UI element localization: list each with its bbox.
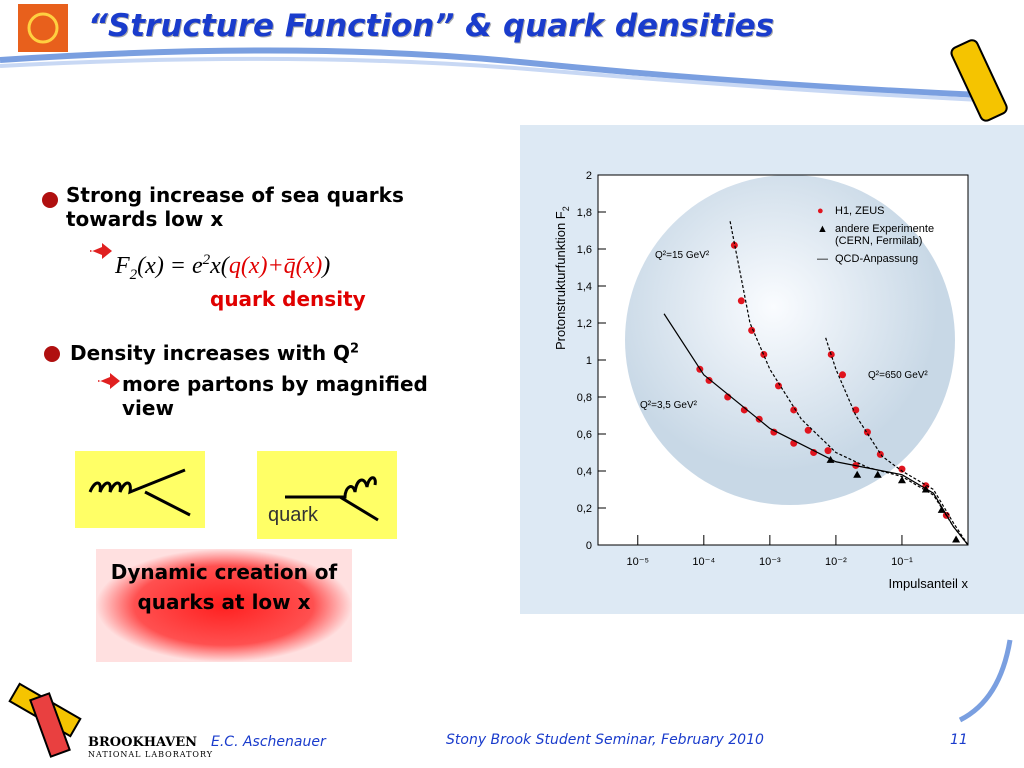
diagram-box xyxy=(257,451,397,539)
y-tick-label: 0,6 xyxy=(577,429,592,441)
f: ) xyxy=(322,253,331,279)
logo-name: BROOKHAVEN xyxy=(88,735,198,750)
callout: Dynamic creation of quarks at low x xyxy=(110,560,338,614)
point xyxy=(770,428,778,436)
logo-mark xyxy=(27,12,59,44)
f: F xyxy=(115,253,130,279)
swoosh xyxy=(0,47,981,98)
annotation: Q²=15 GeV² xyxy=(655,250,710,261)
x-tick-label: 10⁻³ xyxy=(759,556,781,568)
curve xyxy=(825,337,969,546)
b: Density increases with Q xyxy=(70,341,351,365)
y-tick-label: 0,4 xyxy=(577,466,592,478)
x-tick-label: 10⁻² xyxy=(825,556,847,568)
point xyxy=(839,371,847,379)
point xyxy=(824,447,832,455)
bullet xyxy=(42,192,58,208)
legend-symbol: — xyxy=(817,253,828,265)
bullet-text: Density increases with Q2 xyxy=(70,341,359,365)
point xyxy=(774,382,782,390)
y-tick-label: 1,4 xyxy=(577,281,592,293)
f: x( xyxy=(210,253,229,279)
pencil xyxy=(950,39,1008,122)
point xyxy=(705,376,713,384)
y-tick-label: 1,8 xyxy=(577,207,592,219)
point xyxy=(952,535,961,543)
y-tick-label: 1 xyxy=(586,355,592,367)
point xyxy=(748,326,756,334)
legend-symbol: ▲ xyxy=(817,223,828,235)
arrow xyxy=(90,243,112,259)
arrow xyxy=(98,373,120,389)
author: E.C. Aschenauer xyxy=(211,734,326,750)
sphere xyxy=(625,175,955,505)
y-tick-label: 0,8 xyxy=(577,392,592,404)
f: (x) = e xyxy=(137,253,203,279)
bullet xyxy=(44,346,60,362)
y-tick-label: 1,2 xyxy=(577,318,592,330)
y-tick-label: 1,6 xyxy=(577,244,592,256)
point xyxy=(804,426,812,434)
point xyxy=(898,465,906,473)
sub-bullet: more partons by magnified view xyxy=(122,372,428,420)
legend-entry: ▲ andere Experimente (CERN, Fermilab) xyxy=(815,223,934,247)
x-axis-label: Impulsanteil x xyxy=(889,576,969,591)
legend-entry: ● H1, ZEUS xyxy=(815,205,934,217)
point xyxy=(730,241,738,249)
point xyxy=(873,470,882,478)
diagram-label: quark xyxy=(268,504,319,526)
legend-text: andere Experimente (CERN, Fermilab) xyxy=(835,223,935,247)
y-label-sub: 2 xyxy=(561,206,571,211)
x-tick-label: 10⁻⁵ xyxy=(626,556,649,568)
quark-gluon xyxy=(285,476,379,522)
legend: ● H1, ZEUS ▲ andere Experimente (CERN, Ferm… xyxy=(815,205,934,271)
b-sup: 2 xyxy=(350,341,360,357)
annotation: Q²=650 GeV² xyxy=(868,370,928,381)
gluon-split xyxy=(88,468,191,517)
formula-note: quark density xyxy=(210,287,366,311)
point xyxy=(760,350,768,358)
title: “Structure Function” & quark densities xyxy=(88,8,775,44)
legend-entry: — QCD-Anpassung xyxy=(815,253,934,265)
formula: F2(x) = e2x(q(x)+q̄(x)) xyxy=(115,252,330,284)
legend-text: H1, ZEUS xyxy=(835,205,885,217)
y-tick-label: 0,2 xyxy=(577,503,592,515)
legend-symbol: ● xyxy=(817,205,824,217)
logo xyxy=(18,4,68,52)
curve xyxy=(663,313,969,546)
f-sup: 2 xyxy=(202,252,211,268)
y-tick-label: 2 xyxy=(586,170,592,182)
point xyxy=(897,476,906,484)
f-q: q(x)+q̄(x) xyxy=(228,253,323,279)
f-sub: 2 xyxy=(129,266,138,283)
x-tick-label: 10⁻⁴ xyxy=(692,556,715,568)
legend-text: QCD-Anpassung xyxy=(835,253,919,265)
y-label-main: Protonstrukturfunktion F xyxy=(553,211,568,350)
x-tick-label: 10⁻¹ xyxy=(891,556,913,568)
bullet-text: Strong increase of sea quarks towards lo… xyxy=(66,183,404,231)
swoosh xyxy=(958,639,1013,723)
event: Stony Brook Student Seminar, February 20… xyxy=(446,732,764,748)
y-tick-label: 0 xyxy=(586,540,592,552)
logo-sub: NATIONAL LABORATORY xyxy=(88,750,214,759)
point xyxy=(737,297,745,305)
point xyxy=(853,470,862,478)
callout-box xyxy=(96,549,352,662)
pencil xyxy=(29,692,71,758)
point xyxy=(740,406,748,414)
y-axis-label: Protonstrukturfunktion F2 xyxy=(553,206,571,350)
curve xyxy=(729,221,969,546)
point xyxy=(790,406,798,414)
point xyxy=(852,406,860,414)
page-number: 11 xyxy=(950,732,968,748)
swoosh xyxy=(0,56,981,102)
annotation: Q²=3,5 GeV² xyxy=(640,400,698,411)
